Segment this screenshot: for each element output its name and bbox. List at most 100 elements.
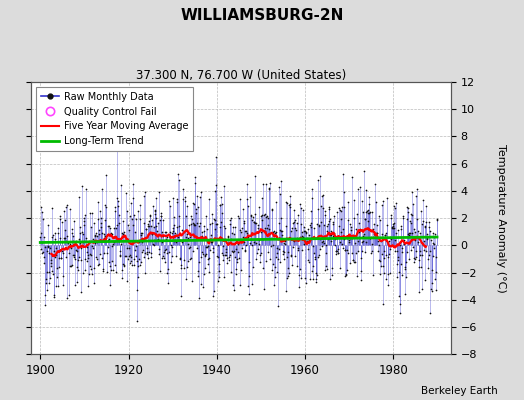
Point [178,186,187,192]
Point [383,222,391,228]
Point [368,241,376,248]
Point [121,253,129,259]
Point [368,209,377,215]
Point [138,238,147,245]
Point [202,213,210,219]
Point [41,302,50,308]
Point [303,235,311,241]
Point [279,240,288,246]
Point [139,220,148,226]
Point [47,263,56,270]
Point [305,276,314,282]
Point [66,206,74,212]
Point [133,318,141,324]
Point [219,251,227,258]
Point [143,245,151,251]
Point [215,261,223,268]
Point [111,204,119,210]
Point [250,173,259,179]
Point [273,245,281,251]
Point [263,225,271,231]
Point [387,235,395,242]
Point [372,199,380,205]
Point [322,242,331,248]
Point [288,262,296,268]
Point [408,229,416,236]
Point [432,216,441,222]
Point [274,303,282,309]
Point [289,244,297,250]
Point [406,217,414,224]
Point [347,174,356,181]
Point [122,190,130,196]
Point [357,277,365,284]
Point [261,228,269,234]
Point [100,234,108,241]
Point [88,243,96,249]
Point [159,216,167,223]
Point [421,223,429,229]
Point [247,232,255,238]
Point [104,223,113,230]
Point [427,237,435,243]
Point [124,256,132,262]
Point [157,229,166,235]
Point [51,245,60,251]
Point [418,221,427,228]
Point [340,204,348,210]
Point [173,199,182,206]
Point [59,250,67,256]
Point [86,251,94,257]
Point [375,257,383,264]
Point [346,235,354,242]
Point [334,250,343,256]
Point [419,196,427,203]
Point [200,222,209,229]
Point [93,233,101,239]
Point [110,225,118,231]
Point [299,223,308,230]
Point [71,256,79,262]
Point [88,271,96,277]
Point [130,212,138,218]
Point [358,239,367,245]
Point [122,253,130,260]
Point [113,139,122,146]
Point [42,268,51,275]
Y-axis label: Temperature Anomaly (°C): Temperature Anomaly (°C) [496,144,506,292]
Point [182,230,191,237]
Point [155,246,163,252]
Point [344,198,352,205]
Point [38,250,46,256]
Point [71,282,80,289]
Point [318,193,326,200]
Point [303,237,311,244]
Point [185,222,193,228]
Point [245,259,254,265]
Point [349,257,357,264]
Point [56,235,64,242]
Point [331,242,339,248]
Point [420,247,428,253]
Point [215,202,224,208]
Point [79,239,87,246]
Point [70,252,78,259]
Point [412,186,421,193]
Point [44,244,52,250]
Point [240,239,248,245]
Point [108,258,116,264]
Point [342,266,351,273]
Point [212,154,220,160]
Point [75,194,83,200]
Point [227,268,236,275]
Point [307,208,315,214]
Point [132,253,140,260]
Point [50,292,59,298]
Point [126,254,135,260]
Point [199,270,208,277]
Point [361,216,369,222]
Point [176,256,184,262]
Point [185,256,194,263]
Point [199,250,208,257]
Point [185,244,194,250]
